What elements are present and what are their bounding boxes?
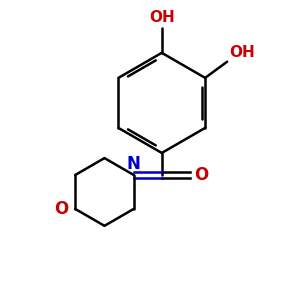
Text: OH: OH [230, 45, 255, 60]
Text: N: N [127, 155, 141, 173]
Text: OH: OH [149, 11, 175, 26]
Text: O: O [194, 166, 209, 184]
Text: O: O [54, 200, 69, 218]
